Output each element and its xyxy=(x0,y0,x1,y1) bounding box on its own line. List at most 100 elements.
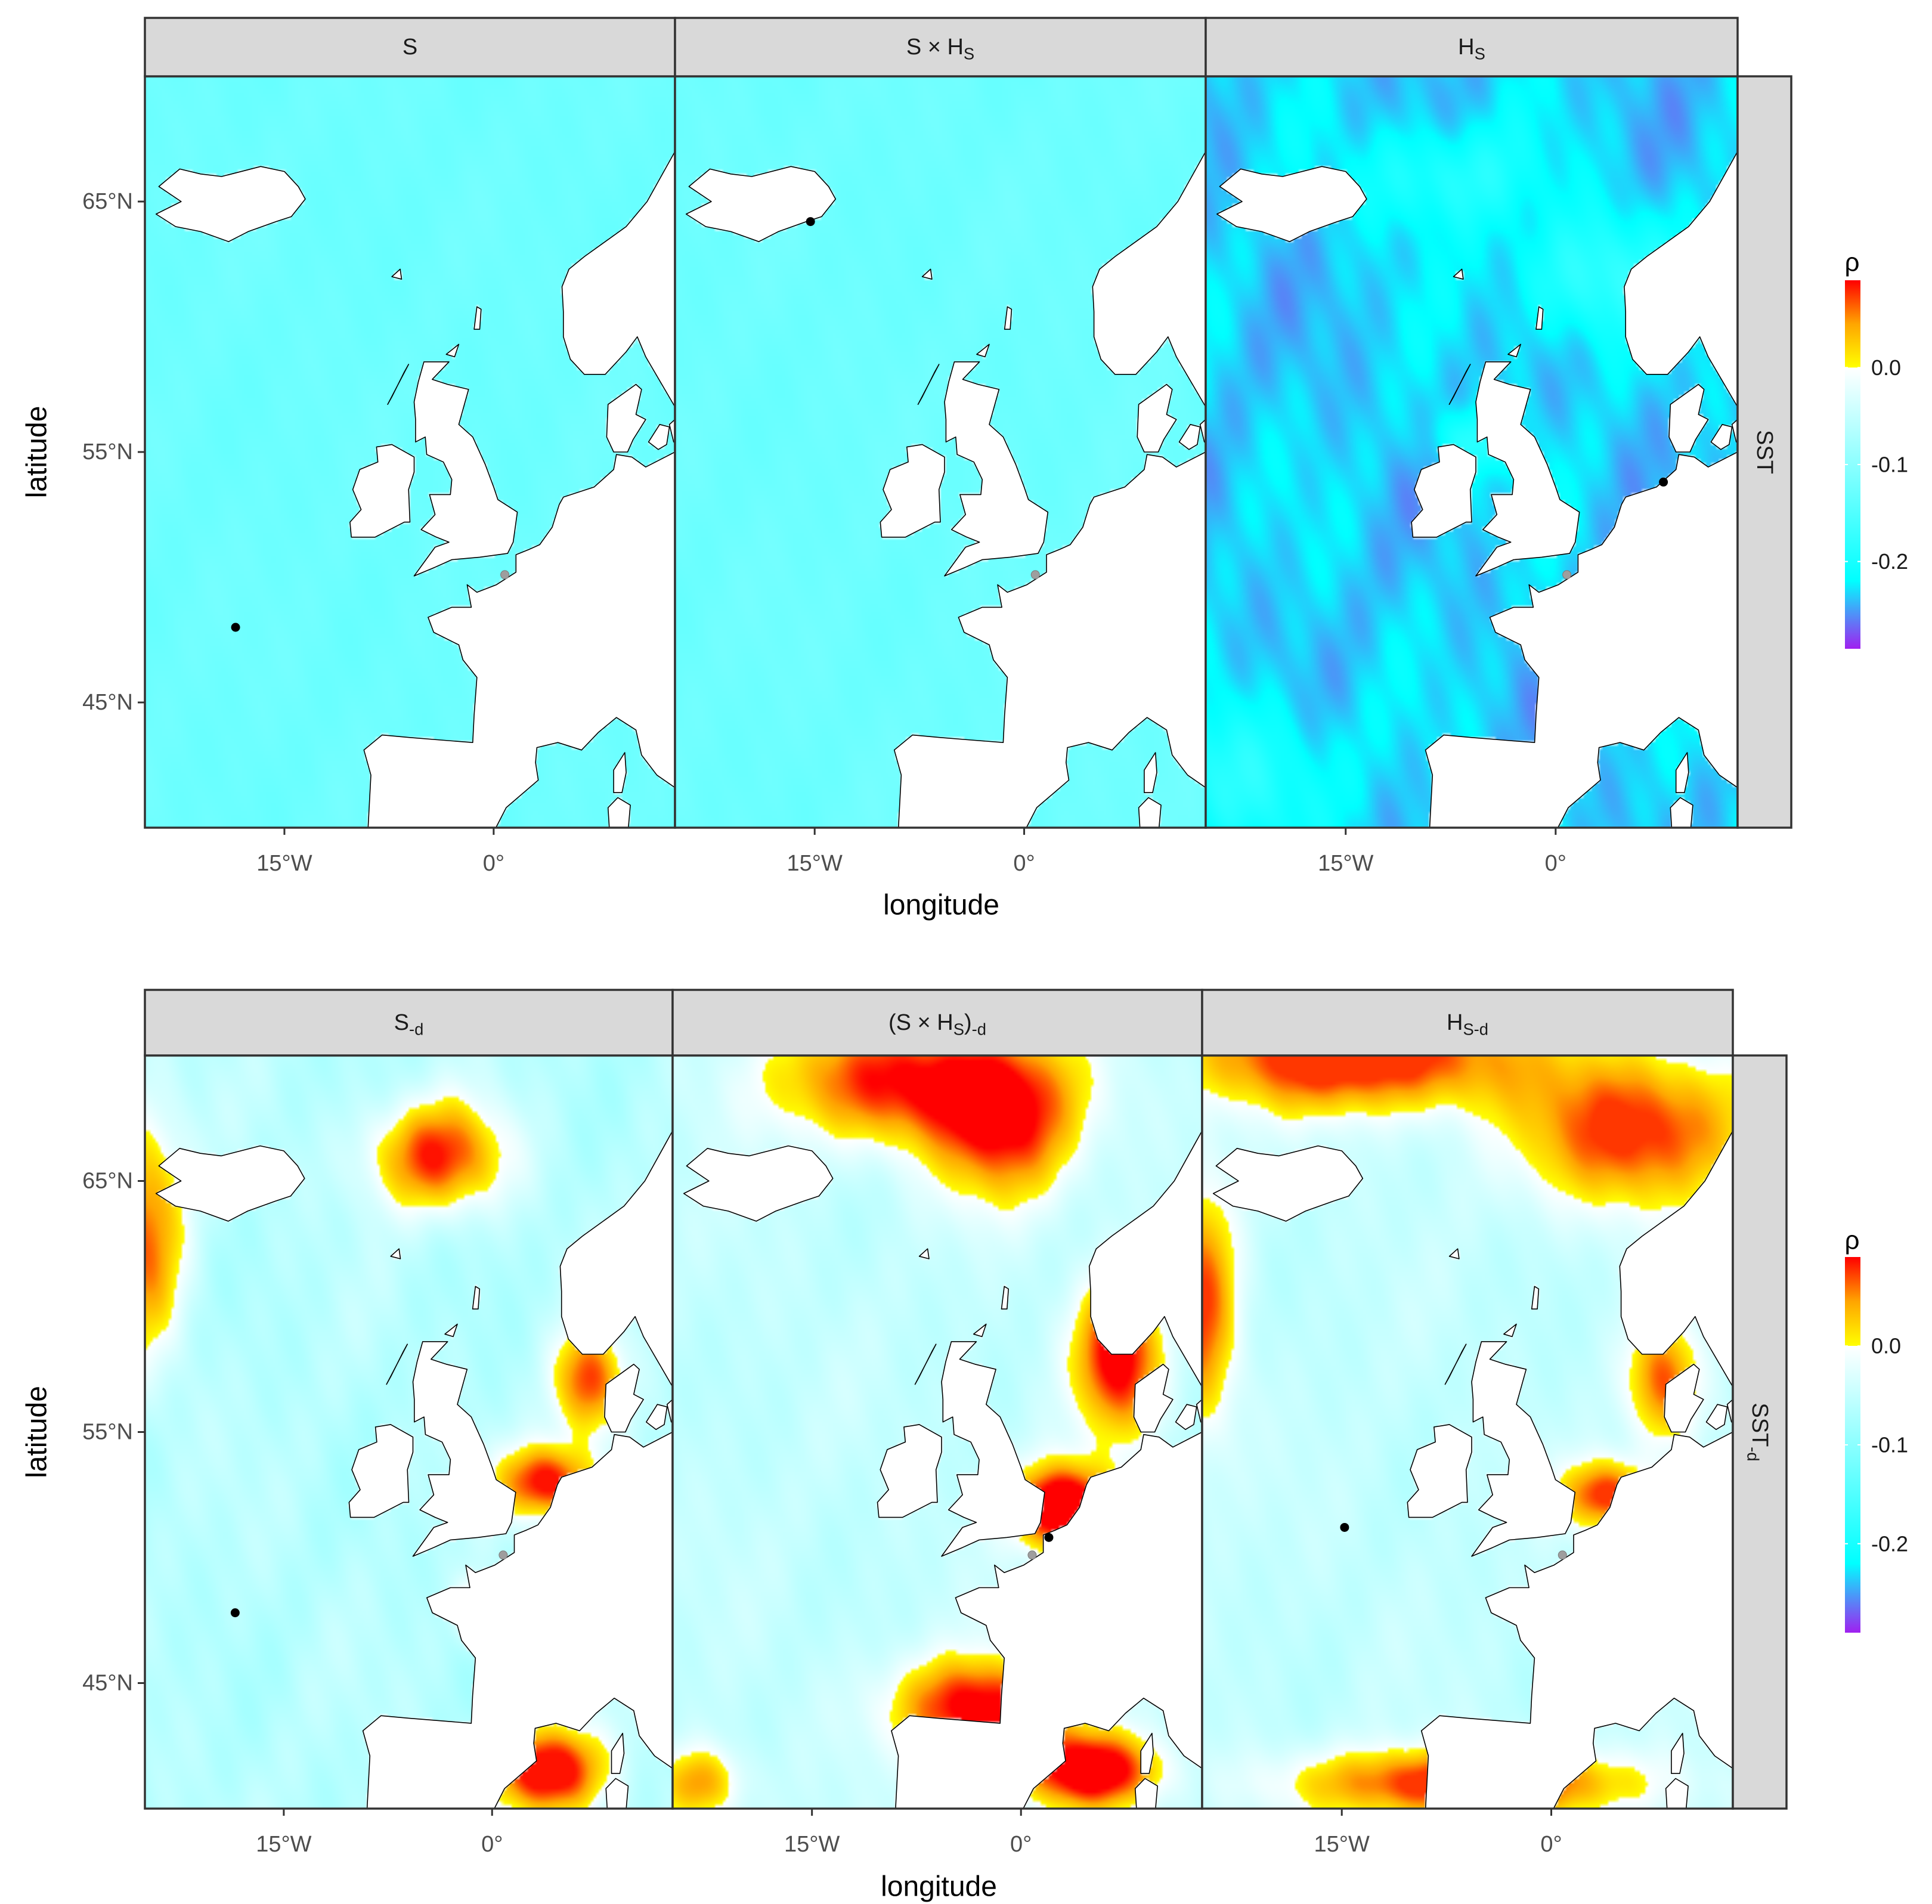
x-tick-label: 0° xyxy=(1545,851,1566,876)
panel-2-3: HS-d​ 15°W 0° xyxy=(1201,989,1734,1857)
row-strip-label: SST xyxy=(1752,430,1777,474)
legend: ρ 0.0 -0.1 -0.2 xyxy=(1844,1226,1908,1633)
coastlines xyxy=(683,1055,1202,1809)
zealand-coast xyxy=(1705,1404,1728,1431)
sardinia-coast xyxy=(1138,797,1162,828)
corsica-coast xyxy=(1671,1732,1685,1774)
y-tick-label: 45°N xyxy=(82,690,133,715)
continent-coast xyxy=(891,451,1206,828)
facet-title: (S × HS​)-d​ xyxy=(888,1010,986,1038)
orkney-coast xyxy=(1507,343,1521,358)
panel-1-2: S × HS​ 15°W 0° xyxy=(674,17,1207,876)
britain-coast xyxy=(413,361,518,577)
continent-coast xyxy=(360,1431,673,1809)
x-tick-label: 0° xyxy=(481,1832,503,1857)
coastlines xyxy=(155,76,675,828)
row-strip xyxy=(1736,75,1792,829)
max-correlation-point xyxy=(1340,1522,1349,1532)
coastlines xyxy=(685,76,1206,828)
shetland-coast xyxy=(473,306,482,330)
denmark-coast xyxy=(606,383,646,453)
orkney-coast xyxy=(444,1323,458,1338)
corsica-coast xyxy=(1144,752,1157,793)
legend-label: -0.2 xyxy=(1871,549,1908,574)
x-axis-title: longitude xyxy=(883,890,999,921)
y-tick-label: 45°N xyxy=(82,1671,133,1696)
shetland-coast xyxy=(1535,306,1544,330)
sweden-coast xyxy=(666,1399,673,1423)
sweden-coast xyxy=(1199,419,1206,442)
norway-coast xyxy=(559,1055,673,1388)
reference-point xyxy=(500,570,510,580)
ireland-coast xyxy=(349,444,415,538)
denmark-coast xyxy=(1137,383,1177,453)
orkney-coast xyxy=(445,343,460,358)
y-tick-label: 65°N xyxy=(82,1169,133,1194)
corsica-coast xyxy=(1675,752,1689,793)
coastlines xyxy=(1216,76,1738,828)
y-tick-label: 65°N xyxy=(82,189,133,214)
sardinia-coast xyxy=(1135,1778,1158,1809)
reference-point xyxy=(1027,1550,1037,1560)
zealand-coast xyxy=(648,424,670,450)
x-axis-title: longitude xyxy=(881,1871,997,1903)
iceland-coast xyxy=(155,166,306,242)
continent-coast xyxy=(360,451,675,828)
facet-strip xyxy=(144,17,676,78)
reference-point xyxy=(1030,570,1040,580)
denmark-coast xyxy=(604,1364,644,1433)
sweden-coast xyxy=(668,419,675,442)
britain-coast xyxy=(944,361,1049,577)
facet-title: HS​ xyxy=(1458,35,1485,63)
sardinia-coast xyxy=(1665,1778,1689,1809)
ireland-coast xyxy=(877,1424,942,1518)
faroe-coast xyxy=(1453,268,1464,280)
coastlines xyxy=(1212,1055,1733,1809)
row-strip xyxy=(1732,1054,1788,1810)
x-tick-label: 15°W xyxy=(1314,1832,1370,1857)
ireland-coast xyxy=(1407,1424,1472,1518)
panel-1-3: HS​ 15°W 0° xyxy=(1205,17,1739,876)
orkney-coast xyxy=(1503,1323,1517,1338)
ireland-coast xyxy=(880,444,945,538)
hebrides-coast xyxy=(387,364,409,405)
panel-2-2: (S × HS​)-d​ 15°W 0° xyxy=(671,989,1203,1857)
x-tick-label: 0° xyxy=(1010,1832,1032,1857)
x-tick-label: 15°W xyxy=(256,851,312,876)
x-tick-label: 15°W xyxy=(784,1832,840,1857)
reference-point xyxy=(1562,570,1572,580)
shetland-coast xyxy=(472,1286,481,1309)
coastlines xyxy=(155,1055,673,1809)
legend-title: ρ xyxy=(1844,248,1859,277)
denmark-coast xyxy=(1668,383,1709,453)
hebrides-coast xyxy=(917,364,940,405)
ireland-coast xyxy=(348,1424,414,1518)
zealand-coast xyxy=(1710,424,1733,450)
denmark-coast xyxy=(1133,1364,1174,1433)
panel-2-1: S-d​ 15°W 0° xyxy=(144,989,674,1857)
legend-title: ρ xyxy=(1844,1226,1859,1255)
faroe-coast xyxy=(391,268,402,280)
orkney-coast xyxy=(976,343,990,358)
x-tick-label: 15°W xyxy=(787,851,843,876)
facet-strip xyxy=(674,17,1207,78)
legend-label: 0.0 xyxy=(1871,1334,1901,1358)
iceland-coast xyxy=(1216,166,1367,242)
corsica-coast xyxy=(613,752,627,793)
denmark-coast xyxy=(1664,1364,1704,1433)
panel-1-1: S 15°W 0° xyxy=(144,17,676,876)
zealand-coast xyxy=(1178,424,1201,450)
facet-title: HS-d​ xyxy=(1447,1010,1488,1038)
facet-title: S xyxy=(402,35,417,60)
sweden-coast xyxy=(1731,419,1738,442)
max-correlation-point xyxy=(1659,477,1668,487)
hebrides-coast xyxy=(386,1343,408,1385)
x-tick-label: 15°W xyxy=(1318,851,1373,876)
faroe-coast xyxy=(921,268,933,280)
britain-coast xyxy=(1471,1341,1576,1557)
legend: ρ 0.0 -0.1 -0.2 xyxy=(1844,248,1908,649)
max-correlation-point xyxy=(230,1608,240,1618)
y-tick-label: 55°N xyxy=(82,439,133,465)
faroe-coast xyxy=(390,1248,401,1259)
